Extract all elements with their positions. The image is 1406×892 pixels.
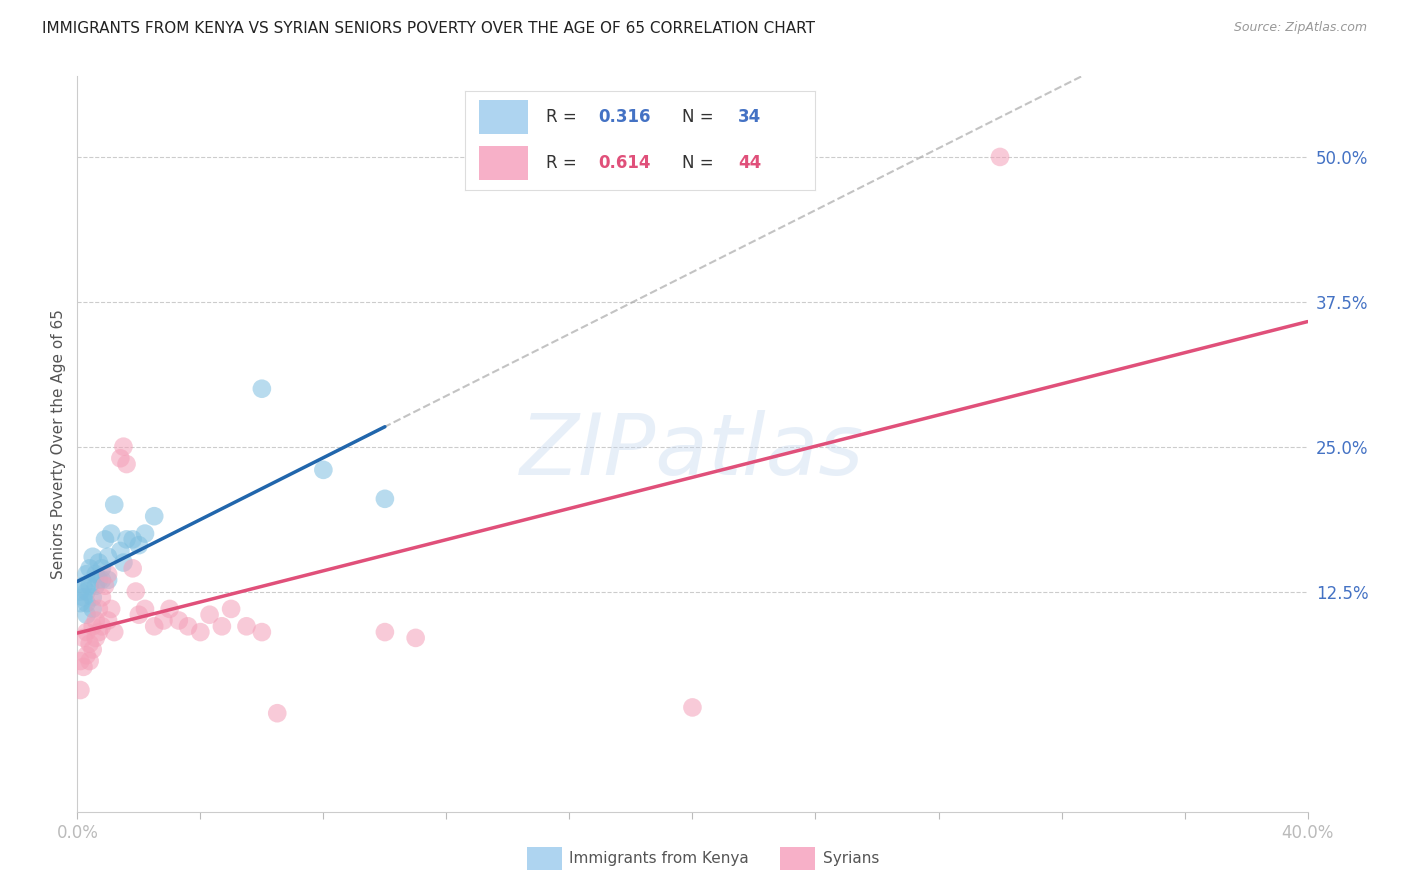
Point [72,631,94,645]
Point [87,556,110,570]
Point [100,526,122,541]
Point [69,683,91,698]
Point [143,619,166,633]
Point [94,533,117,547]
Point [79,654,101,668]
Point [374,625,396,640]
Point [121,533,143,547]
Point [97,573,120,587]
Point [97,567,120,582]
Point [84,567,107,582]
Point [90,619,114,633]
Point [82,642,104,657]
Point [134,526,156,541]
Point [167,614,190,628]
Point [76,648,98,663]
Point [76,567,98,582]
Point [177,619,200,633]
Text: Source: ZipAtlas.com: Source: ZipAtlas.com [1233,21,1367,34]
Point [100,602,122,616]
Point [94,579,117,593]
Point [84,614,107,628]
Point [69,584,91,599]
Point [87,625,110,640]
Point [143,509,166,524]
Point [82,549,104,564]
Text: Immigrants from Kenya: Immigrants from Kenya [569,852,749,866]
Point [112,440,135,454]
Point [76,607,98,622]
Point [110,451,132,466]
Point [152,614,174,628]
Point [72,591,94,605]
Point [90,573,114,587]
Point [72,579,94,593]
Point [84,579,107,593]
Point [134,602,156,616]
Point [211,619,233,633]
Point [79,637,101,651]
Point [112,556,135,570]
Point [266,706,288,721]
Point [250,382,273,396]
Point [87,602,110,616]
Point [235,619,257,633]
Point [250,625,273,640]
Point [79,561,101,575]
Point [188,625,212,640]
Point [69,596,91,610]
Point [128,538,150,552]
Point [69,654,91,668]
Point [82,602,104,616]
Point [121,561,143,575]
Text: ZIPatlas: ZIPatlas [520,409,865,492]
Point [90,591,114,605]
Point [82,591,104,605]
Point [125,584,148,599]
Point [82,619,104,633]
Point [159,602,181,616]
Point [103,498,125,512]
Point [128,607,150,622]
Point [72,660,94,674]
Point [97,614,120,628]
Point [97,549,120,564]
Point [90,561,114,575]
Point [76,625,98,640]
Point [682,700,704,714]
Y-axis label: Seniors Poverty Over the Age of 65: Seniors Poverty Over the Age of 65 [51,309,66,579]
Point [198,607,221,622]
Point [219,602,242,616]
Point [988,150,1011,164]
Point [115,533,138,547]
Point [312,463,335,477]
Point [374,491,396,506]
Point [405,631,427,645]
Text: Syrians: Syrians [823,852,879,866]
Point [76,584,98,599]
Point [79,579,101,593]
Point [87,573,110,587]
Point [110,544,132,558]
Point [84,631,107,645]
Point [103,625,125,640]
Text: IMMIGRANTS FROM KENYA VS SYRIAN SENIORS POVERTY OVER THE AGE OF 65 CORRELATION C: IMMIGRANTS FROM KENYA VS SYRIAN SENIORS … [42,21,815,36]
Point [76,596,98,610]
Point [115,457,138,471]
